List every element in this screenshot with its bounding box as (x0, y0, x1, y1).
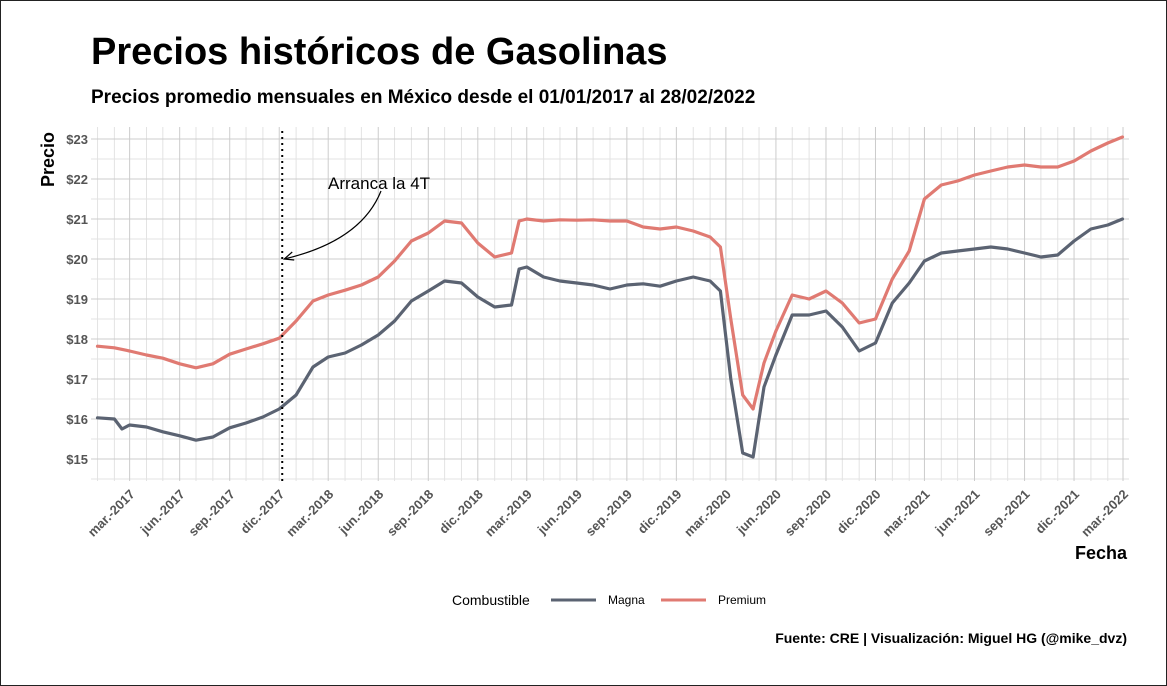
x-tick-label: dic.-2017 (237, 487, 287, 537)
x-tick-label: dic.-2018 (436, 487, 486, 537)
x-tick-label: mar.-2019 (482, 487, 535, 540)
x-tick-label: jun.-2017 (137, 487, 188, 538)
x-tick-label: dic.-2019 (635, 487, 685, 537)
x-tick-label: jun.-2018 (335, 487, 386, 538)
series-lines (95, 135, 1125, 459)
y-axis-ticks: $15 $16 $17 $18 $19 $20 $21 $22 $23 (66, 132, 88, 467)
x-tick-label: mar.-2022 (1078, 487, 1131, 540)
x-tick-label: mar.-2018 (283, 487, 336, 540)
x-tick-label: dic.-2021 (1032, 487, 1082, 537)
x-tick-label: sep.-2019 (582, 487, 635, 540)
y-tick-label: $18 (66, 332, 88, 347)
annotation: Arranca la 4T (281, 131, 430, 481)
x-tick-label: sep.-2017 (185, 487, 238, 540)
y-tick-label: $17 (66, 372, 88, 387)
legend-label-premium: Premium (718, 593, 766, 607)
y-tick-label: $21 (66, 212, 88, 227)
chart-subtitle: Precios promedio mensuales en México des… (91, 87, 756, 108)
arrowhead-icon (282, 251, 295, 261)
legend: Combustible Magna Premium (452, 592, 766, 608)
x-tick-label: jun.-2019 (534, 487, 585, 538)
y-tick-label: $22 (66, 172, 88, 187)
legend-title: Combustible (452, 592, 530, 608)
chart-title: Precios históricos de Gasolinas (91, 31, 668, 73)
legend-label-magna: Magna (608, 593, 645, 607)
y-tick-label: $16 (66, 412, 88, 427)
source-caption: Fuente: CRE | Visualización: Miguel HG (… (775, 630, 1127, 646)
series-line-premium (95, 135, 1125, 411)
x-tick-label: mar.-2021 (880, 487, 933, 540)
annotation-arrow (284, 190, 382, 260)
y-tick-label: $19 (66, 292, 88, 307)
y-axis-title: Precio (38, 132, 58, 187)
x-tick-label: sep.-2021 (980, 487, 1033, 540)
x-axis-title: Fecha (1075, 543, 1128, 563)
annotation-label: Arranca la 4T (328, 174, 430, 193)
y-tick-label: $23 (66, 132, 88, 147)
x-tick-label: mar.-2020 (681, 487, 734, 540)
x-tick-label: sep.-2020 (782, 487, 835, 540)
y-tick-label: $20 (66, 252, 88, 267)
x-tick-label: mar.-2017 (85, 487, 138, 540)
x-tick-label: dic.-2020 (834, 487, 884, 537)
x-tick-label: jun.-2020 (733, 487, 784, 538)
x-tick-label: jun.-2021 (931, 487, 982, 538)
grid (91, 127, 1129, 481)
series-line-magna (95, 217, 1125, 459)
x-tick-label: sep.-2018 (384, 487, 437, 540)
y-tick-label: $15 (66, 452, 88, 467)
